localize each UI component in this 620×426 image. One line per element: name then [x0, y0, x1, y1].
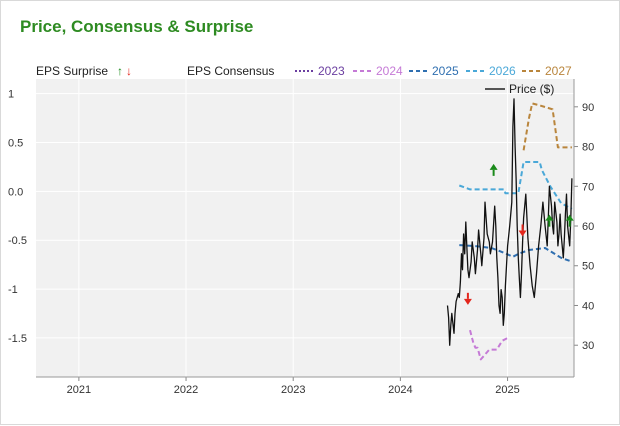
legend-eps-consensus-label: EPS Consensus: [187, 64, 274, 78]
series-line-price-: [446, 98, 573, 346]
surprise-down-arrow-icon: [518, 224, 527, 237]
legend-2024-label: 2024: [376, 64, 403, 78]
x-tick-label: 2021: [67, 384, 91, 396]
axes: 2021 2022 2023 2024 2025 1 0.5 0.0 -0.5 -1 -1.5 90 8…: [8, 79, 594, 396]
surprise-up-arrow-icon: [489, 163, 498, 176]
arrow-head: [545, 214, 554, 221]
y-left-tick-label: -1.5: [8, 333, 27, 345]
y-left-tick-label: -0.5: [8, 235, 27, 247]
arrow-head: [463, 298, 472, 305]
legend-2027-label: 2027: [545, 64, 572, 78]
surprise-up-arrow-icon: [545, 214, 554, 227]
surprise-markers: [463, 163, 574, 305]
series-line-2024: [469, 329, 509, 361]
y-right-tick-label: 50: [582, 261, 594, 273]
y-right-tick-label: 40: [582, 300, 594, 312]
x-tick-label: 2022: [174, 384, 198, 396]
legend: EPS Surprise ↑ ↓ EPS Consensus 2023 2024…: [36, 64, 572, 96]
y-left-tick-label: 0.0: [8, 186, 23, 198]
legend-2025-label: 2025: [432, 64, 459, 78]
legend-down-arrow-icon: ↓: [126, 64, 132, 78]
series-layer: [446, 98, 573, 361]
legend-price-label: Price ($): [509, 82, 554, 96]
surprise-up-arrow-icon: [565, 214, 574, 227]
y-right-tick-label: 30: [582, 340, 594, 352]
series-line-2026: [458, 161, 573, 210]
y-right-tick-label: 80: [582, 142, 594, 154]
y-left-tick-label: -1: [8, 284, 18, 296]
x-tick-label: 2023: [281, 384, 305, 396]
y-left-tick-label: 1: [8, 89, 14, 101]
arrow-head: [518, 230, 527, 237]
surprise-down-arrow-icon: [463, 292, 472, 305]
y-right-tick-label: 60: [582, 221, 594, 233]
series-line-2027: [522, 102, 572, 151]
y-right-tick-label: 70: [582, 181, 594, 193]
x-tick-label: 2024: [388, 384, 412, 396]
arrow-head: [489, 163, 498, 170]
arrow-head: [565, 214, 574, 221]
y-left-tick-label: 0.5: [8, 138, 23, 150]
legend-2026-label: 2026: [489, 64, 516, 78]
legend-2023-label: 2023: [318, 64, 345, 78]
y-right-tick-label: 90: [582, 102, 594, 114]
page-title: Price, Consensus & Surprise: [20, 17, 254, 36]
x-tick-label: 2025: [495, 384, 519, 396]
legend-up-arrow-icon: ↑: [117, 64, 123, 78]
legend-eps-surprise-label: EPS Surprise: [36, 64, 108, 78]
